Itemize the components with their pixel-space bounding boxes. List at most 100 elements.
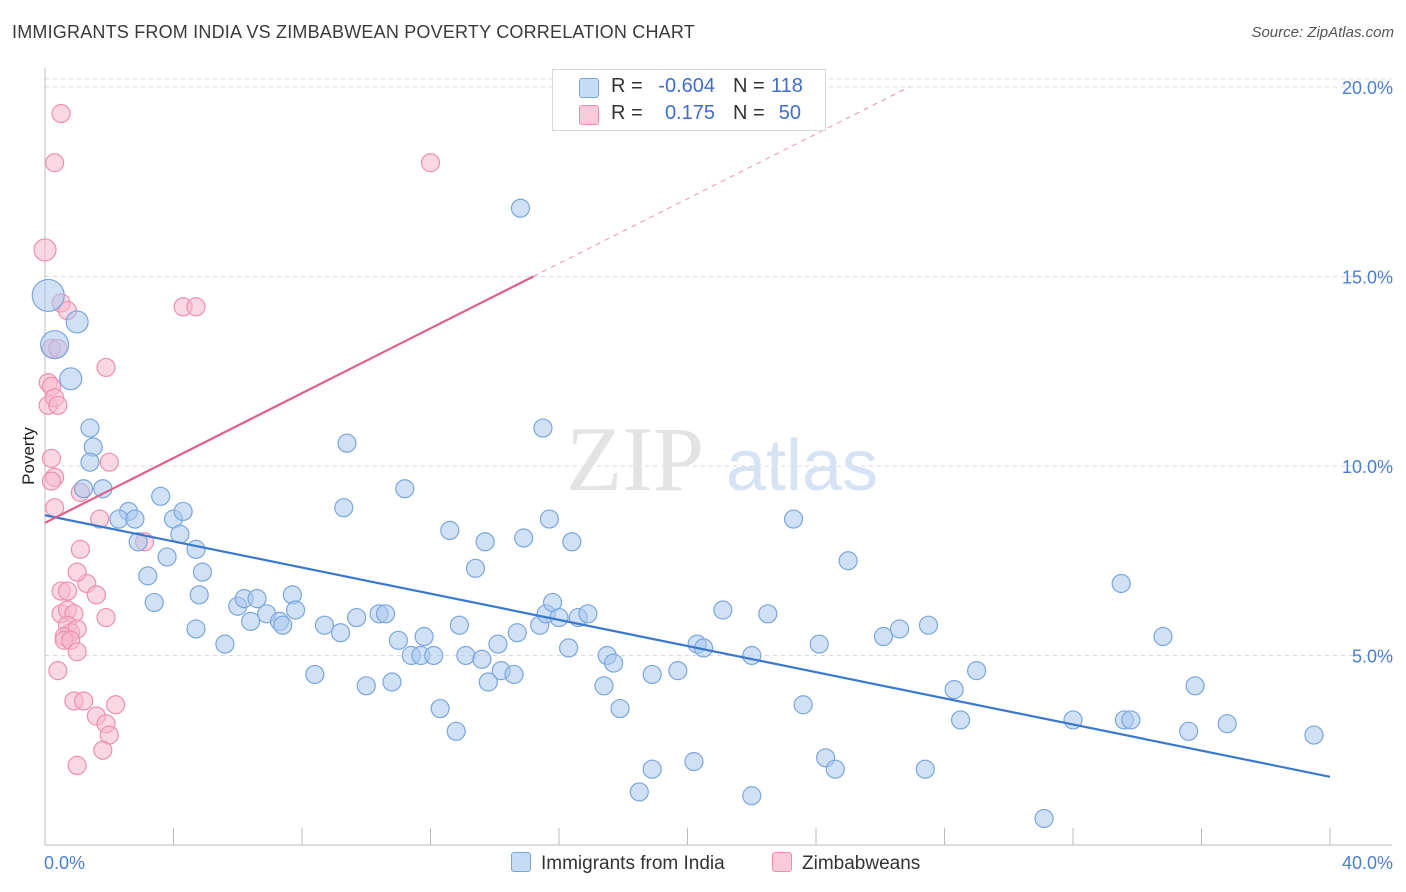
zimbabwean-point <box>67 755 87 776</box>
y-tick-label: 15.0% <box>1342 267 1393 287</box>
india-point <box>533 418 553 438</box>
zimbabwean-point <box>48 661 68 681</box>
india-point <box>334 498 354 518</box>
india-point <box>151 486 171 506</box>
india-point <box>629 782 649 802</box>
zimbabwean-point <box>67 562 87 582</box>
trend-line-zimbabweans <box>44 275 534 524</box>
india-point <box>446 721 466 741</box>
india-point <box>809 634 829 654</box>
india-point <box>382 672 402 692</box>
india-point <box>356 676 376 696</box>
zimbabwean-point <box>90 509 110 529</box>
india-point <box>414 626 434 647</box>
india-point <box>889 619 910 639</box>
india-point <box>610 698 630 719</box>
india-point <box>918 615 939 635</box>
y-tick-label: 5.0% <box>1352 646 1393 666</box>
bottom-legend-label-india: Immigrants from India <box>541 853 725 874</box>
india-point <box>285 600 306 620</box>
india-point <box>59 367 83 391</box>
india-point <box>449 615 470 635</box>
y-tick-label: 10.0% <box>1342 457 1393 477</box>
india-point <box>472 649 492 669</box>
bottom-legend-india: Immigrants from India <box>511 852 725 875</box>
zimbabwean-point <box>70 539 90 559</box>
zimbabwean-point <box>51 103 71 124</box>
india-point <box>375 604 396 624</box>
india-point <box>192 562 213 582</box>
bottom-legend-swatch-blue <box>511 852 531 872</box>
zimbabwean-point <box>99 452 119 472</box>
zimbabwean-point <box>67 642 87 662</box>
india-point <box>873 626 894 647</box>
india-point <box>559 638 579 658</box>
india-point <box>128 532 148 552</box>
zimbabwean-point <box>106 695 126 715</box>
trend-extension-zimbabweans <box>533 86 910 277</box>
tick-labels: 5.0% 10.0% 15.0% 20.0% 0.0% 40.0% <box>44 78 1393 873</box>
zimbabwean-point <box>41 471 62 491</box>
india-point <box>684 752 704 772</box>
india-point <box>241 611 261 631</box>
india-point <box>424 645 444 666</box>
india-point <box>31 278 65 313</box>
india-point <box>73 479 94 499</box>
india-point <box>1111 573 1131 594</box>
x-tick-label-max: 40.0% <box>1342 853 1393 873</box>
india-point <box>1121 710 1141 730</box>
legend-r-value: 0.175 <box>664 102 715 124</box>
zimbabwean-point <box>86 585 107 605</box>
india-point <box>825 759 845 779</box>
grid <box>45 78 1392 656</box>
india-point <box>1153 626 1173 647</box>
india-point <box>157 547 177 567</box>
india-point <box>186 619 206 639</box>
zimbabwean-point <box>57 581 78 601</box>
legend-r-value: -0.604 <box>658 75 715 97</box>
india-point <box>604 653 624 673</box>
bottom-legend-label-zimbabweans: Zimbabweans <box>802 853 921 874</box>
india-point <box>742 786 762 806</box>
india-point <box>488 634 508 654</box>
watermark-zip: ZIP <box>566 408 704 510</box>
india-point <box>950 710 971 730</box>
india-point <box>562 532 582 552</box>
legend-n-label: N = <box>733 75 765 97</box>
india-point <box>189 585 209 605</box>
india-point <box>109 509 129 529</box>
india-point <box>273 615 293 635</box>
bottom-legend-zimbabweans: Zimbabweans <box>772 852 920 875</box>
india-point <box>125 509 145 529</box>
india-point <box>215 634 235 654</box>
india-point <box>347 607 367 628</box>
india-point <box>713 600 733 620</box>
india-point <box>838 551 858 571</box>
zimbabwean-point <box>48 395 68 415</box>
chart-source: Source: ZipAtlas.com <box>1251 24 1394 41</box>
india-point <box>314 615 335 635</box>
india-point <box>93 479 113 499</box>
bottom-legend-swatch-pink <box>772 852 792 872</box>
india-point <box>138 566 158 586</box>
india-point <box>186 539 206 559</box>
zimbabwean-point <box>33 238 57 262</box>
india-point <box>465 558 486 578</box>
zimbabwean-point <box>93 740 113 760</box>
zimbabwean-point <box>96 357 116 378</box>
india-point <box>440 520 460 541</box>
trend-line-india <box>44 514 1331 778</box>
legend-r-label: R = <box>611 102 643 124</box>
india-point <box>594 676 614 696</box>
zimbabwean-point <box>420 153 441 173</box>
legend-n-label: N = <box>733 102 765 124</box>
zimbabwean-point <box>96 607 116 628</box>
india-point <box>1185 676 1205 696</box>
india-point <box>456 645 476 666</box>
india-point <box>944 679 964 700</box>
india-point <box>337 433 357 453</box>
india-point <box>967 661 987 681</box>
legend-r-label: R = <box>611 75 643 97</box>
legend-n-value: 118 <box>771 75 803 97</box>
